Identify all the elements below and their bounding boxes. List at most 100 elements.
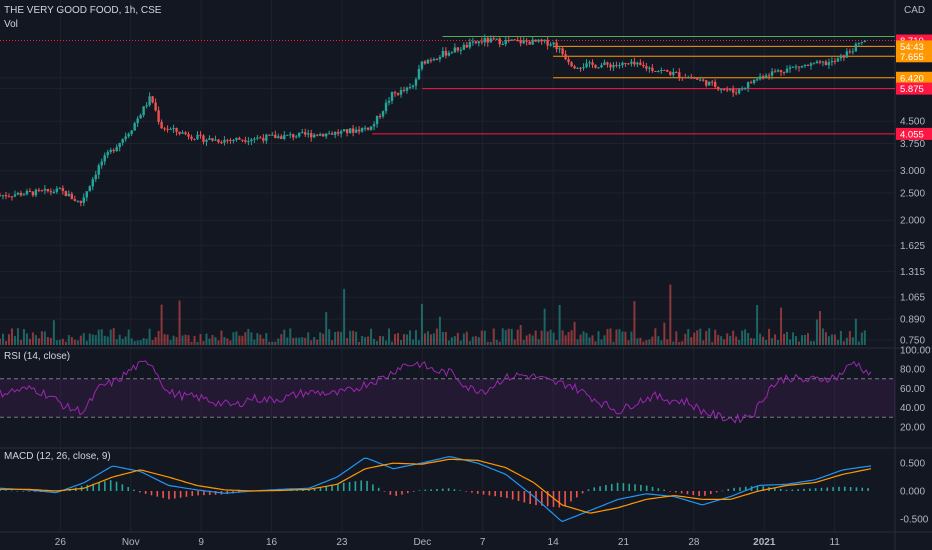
macd-tick-label: 0.500 — [900, 459, 925, 470]
candle-body — [139, 115, 142, 119]
candle-body — [702, 79, 705, 81]
macd-histogram-bar — [63, 490, 65, 492]
candle-body — [163, 128, 166, 130]
macd-histogram-bar — [418, 490, 421, 491]
volume-bar — [118, 334, 121, 345]
macd-histogram-bar — [476, 491, 479, 494]
y-tick-label: 2.000 — [900, 216, 925, 227]
candle-body — [672, 72, 675, 75]
volume-bar — [385, 340, 388, 345]
candle-body — [133, 123, 136, 131]
symbol-title: THE VERY GOOD FOOD, 1h, CSE — [4, 5, 162, 16]
volume-bar — [1, 333, 4, 345]
candle-body — [220, 142, 223, 144]
macd-histogram-bar — [628, 483, 631, 491]
volume-bar — [450, 337, 453, 345]
candle-body — [94, 174, 97, 180]
volume-bar — [720, 336, 723, 345]
volume-bar — [492, 328, 495, 345]
candle-body — [154, 102, 157, 111]
volume-bar — [301, 337, 304, 345]
y-tick-label: 3.750 — [900, 139, 925, 150]
macd-histogram-bar — [779, 488, 782, 491]
candle-body — [651, 67, 654, 71]
volume-bar — [364, 337, 367, 345]
macd-histogram-bar — [663, 489, 665, 491]
candle-body — [381, 111, 385, 117]
macd-histogram-bar — [307, 489, 310, 491]
volume-bar — [666, 339, 669, 345]
candle-body — [579, 67, 582, 69]
candle-body — [444, 50, 448, 56]
x-tick-label: 16 — [266, 537, 278, 548]
candle-body — [55, 188, 59, 192]
candle-body — [618, 65, 621, 67]
candle-body — [447, 52, 451, 56]
macd-histogram-bar — [5, 490, 7, 491]
candle-body — [73, 199, 77, 201]
volume-bar — [91, 334, 94, 345]
volume-bar — [190, 341, 193, 345]
candle-body — [776, 70, 780, 72]
volume-bar — [669, 284, 672, 345]
macd-histogram-bar — [575, 491, 578, 498]
candle-body — [199, 134, 202, 136]
candle-body — [423, 61, 427, 64]
candle-body — [531, 39, 534, 45]
candle-body — [770, 71, 774, 76]
candle-body — [432, 58, 436, 61]
macd-line — [0, 456, 872, 523]
candle-body — [247, 141, 250, 143]
macd-histogram-bar — [115, 481, 118, 491]
volume-bar — [103, 335, 106, 345]
y-tick-label: 3.000 — [900, 166, 925, 177]
volume-bar — [265, 333, 268, 345]
volume-bar — [136, 340, 139, 345]
volume-bar — [519, 325, 522, 345]
candle-body — [537, 39, 540, 42]
macd-histogram-bar — [296, 489, 298, 491]
macd-histogram-bar — [494, 491, 497, 497]
volume-bar — [845, 337, 848, 345]
candle-body — [271, 134, 274, 136]
volume-bar — [648, 339, 651, 345]
macd-histogram-bar — [715, 491, 718, 493]
macd-histogram-bar — [610, 483, 613, 491]
candle-body — [851, 51, 855, 53]
volume-bar — [642, 341, 645, 345]
candle-body — [728, 89, 732, 91]
candle-body — [441, 50, 445, 58]
candle-body — [226, 139, 229, 141]
volume-bar — [16, 328, 19, 345]
candle-body — [666, 70, 669, 72]
volume-bar — [277, 338, 280, 345]
candle-body — [612, 65, 615, 68]
volume-bar — [247, 328, 250, 345]
candle-body — [136, 118, 139, 124]
volume-bar — [684, 333, 687, 345]
macd-histogram-bar — [348, 482, 351, 491]
level-tag — [896, 50, 932, 63]
volume-bar — [426, 331, 429, 345]
volume-bar — [355, 331, 358, 345]
macd-histogram-bar — [669, 491, 671, 492]
volume-bar — [238, 335, 241, 345]
candle-body — [208, 138, 211, 140]
volume-bar — [376, 341, 379, 345]
candle-body — [414, 79, 418, 86]
volume-bar — [184, 334, 187, 345]
volume-bar — [824, 332, 827, 345]
x-tick-label: 9 — [198, 537, 204, 548]
volume-bar — [633, 301, 636, 345]
volume-bar — [863, 330, 866, 345]
volume-bar — [337, 331, 340, 345]
candle-body — [519, 40, 522, 44]
volume-bar — [441, 332, 444, 345]
macd-histogram-bar — [506, 491, 508, 498]
volume-bar — [663, 322, 666, 345]
candle-body — [405, 87, 409, 91]
volume-bar — [588, 337, 591, 345]
candle-body — [256, 137, 259, 139]
candle-body — [624, 62, 627, 64]
